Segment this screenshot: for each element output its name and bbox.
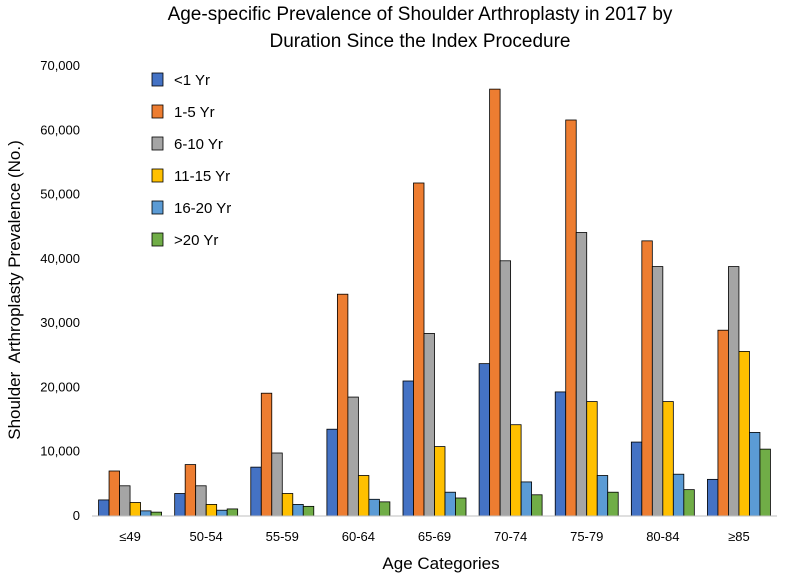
x-tick-label: 60-64 [342,529,375,544]
bar [205,504,218,517]
bar [531,494,543,517]
bar [554,391,567,517]
bar [292,504,304,517]
x-tick-label: 55-59 [266,529,299,544]
bar [413,182,425,517]
x-axis-label: Age Categories [382,554,499,573]
y-tick-label: 30,000 [40,315,80,330]
chart-title: Age-specific Prevalence of Shoulder Arth… [168,4,673,52]
bar [302,505,315,517]
legend-swatch [151,72,164,87]
bar [455,497,467,517]
legend-label: >20 Yr [174,232,218,249]
bar [575,232,588,517]
bar [478,363,491,517]
bar [226,508,239,517]
bar [271,452,283,517]
legend-label: 11-15 Yr [174,168,230,185]
legend-label: 16-20 Yr [174,200,231,217]
y-tick-label: 60,000 [40,122,80,137]
legend-label: <1 Yr [174,72,210,89]
legend-swatch [151,104,164,119]
bar [607,491,619,517]
bar [174,493,186,517]
y-tick-label: 10,000 [40,444,80,459]
bar [586,401,598,517]
bar [738,351,750,517]
x-tick-label: ≤49 [119,529,141,544]
bar [150,511,162,517]
y-tick-label: 50,000 [40,187,80,202]
legend-swatch [151,168,164,183]
bar [641,240,653,517]
bar [707,478,719,517]
bar [651,266,664,517]
bar [717,329,729,517]
bar [672,473,685,517]
bar [184,464,197,517]
bar [423,333,435,517]
bar [140,510,152,517]
bar [368,498,380,517]
bar [759,448,771,517]
x-tick-label: 75-79 [570,529,603,544]
chart-title-line-1: Age-specific Prevalence of Shoulder Arth… [168,4,673,25]
legend-label: 6-10 Yr [174,136,223,153]
bar [336,293,349,517]
bar [216,509,228,517]
bar [499,260,512,517]
x-tick-label: 70-74 [494,529,527,544]
bar [662,401,674,517]
y-axis-ticks: 0 10,000 20,000 30,000 40,000 50,000 60,000 70,… [40,58,80,523]
bar [260,392,273,517]
y-axis-label: Shoulder Arthroplasty Prevalence (No.) [5,140,24,440]
chart-title-line-2: Duration Since the Index Procedure [269,31,570,52]
legend-swatch [151,232,164,247]
bar [596,475,609,517]
bar [444,491,456,517]
bar [326,428,338,517]
bar [119,485,131,517]
x-tick-label: 80-84 [646,529,679,544]
legend: <1 Yr 1-5 Yr 6-10 Yr 11-15 Yr 16-20 Yr >20 Yr [151,72,231,249]
bar [520,481,533,517]
bar-series [98,88,771,517]
bar [98,499,110,517]
legend-label: 1-5 Yr [174,104,215,121]
bar [108,470,120,517]
bar [489,88,501,517]
bar [728,266,740,517]
y-tick-label: 70,000 [40,58,80,73]
bar [749,432,761,517]
y-tick-label: 0 [73,508,80,523]
bar [510,424,522,517]
bar [378,501,391,517]
bar [281,493,294,517]
bar [402,380,414,517]
bar [357,475,370,517]
bar [630,441,643,517]
bar [565,119,577,517]
x-tick-label: 65-69 [418,529,451,544]
y-tick-label: 20,000 [40,379,80,394]
bar [195,485,207,517]
x-tick-label: ≥85 [728,529,750,544]
legend-swatch [151,136,164,151]
x-axis-ticks: ≤49 50-54 55-59 60-64 65-69 70-74 75-79 80-84 ≥8… [119,529,749,544]
bar [434,446,446,517]
bar [129,502,141,517]
x-tick-label: 50-54 [190,529,223,544]
legend-swatch [151,200,164,215]
bar [347,396,359,517]
bar [683,489,695,517]
y-tick-label: 40,000 [40,251,80,266]
bar [250,466,262,517]
